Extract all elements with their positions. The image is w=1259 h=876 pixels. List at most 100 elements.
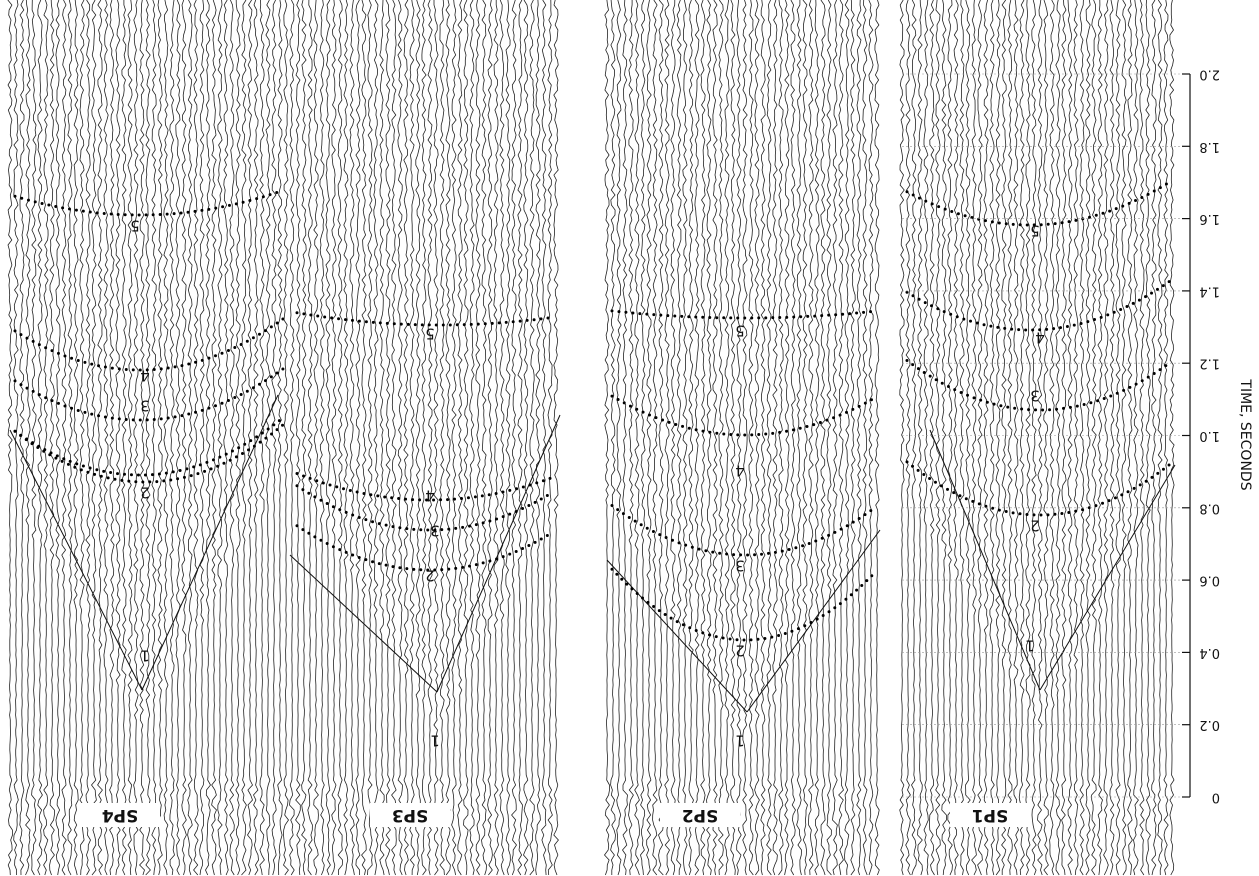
trace [338, 0, 343, 875]
trace [1158, 0, 1163, 875]
trace [954, 0, 959, 875]
trace [86, 0, 91, 875]
trace [170, 0, 175, 875]
panel-label: SP1 [972, 805, 1009, 825]
trace [386, 0, 391, 875]
trace [749, 0, 754, 875]
trace [815, 0, 819, 875]
trace [1050, 0, 1055, 875]
trace [827, 0, 832, 875]
trace [785, 0, 790, 875]
trace [104, 0, 108, 875]
trace [791, 0, 796, 875]
trace [38, 0, 43, 875]
trace [671, 0, 675, 875]
trace [1086, 0, 1091, 875]
trace [224, 0, 228, 875]
trace [1068, 0, 1073, 875]
trace [1164, 0, 1168, 875]
reflection-picks [612, 311, 872, 318]
trace [803, 0, 808, 875]
trace [924, 0, 928, 875]
trace [833, 0, 838, 875]
first-break-line [747, 530, 880, 712]
trace [44, 0, 49, 875]
trace [990, 0, 995, 875]
trace [689, 0, 694, 875]
first-break-line [930, 430, 1040, 690]
y-tick-label: 1.4 [1199, 283, 1220, 298]
phase-label: 3 [140, 397, 150, 415]
trace [845, 0, 850, 875]
phase-label: 2 [1030, 517, 1040, 535]
trace [948, 0, 953, 875]
y-tick-label: 2.0 [1199, 67, 1220, 82]
trace [380, 0, 385, 875]
first-break-line [607, 560, 747, 712]
axis-label: TIME, SECONDS [1237, 378, 1253, 490]
trace [128, 0, 132, 875]
trace [1122, 0, 1127, 875]
trace [857, 0, 862, 875]
trace [936, 0, 941, 875]
trace [1038, 0, 1043, 875]
trace [1104, 0, 1109, 875]
trace [554, 0, 559, 875]
trace [900, 0, 905, 875]
y-tick-label: 0.6 [1199, 573, 1220, 588]
trace [332, 0, 337, 875]
trace [761, 0, 765, 875]
trace [906, 0, 911, 875]
trace [176, 0, 180, 875]
trace [677, 0, 682, 875]
trace [20, 0, 24, 875]
trace [530, 0, 535, 875]
trace [14, 0, 19, 875]
y-tick-label: 0.4 [1199, 645, 1220, 660]
trace [1032, 0, 1036, 875]
trace [641, 0, 646, 875]
trace [422, 0, 427, 875]
trace [50, 0, 55, 875]
trace [116, 0, 120, 875]
trace [1008, 0, 1013, 875]
y-tick-label: 1.0 [1199, 428, 1220, 443]
trace [1056, 0, 1061, 875]
trace [1062, 0, 1067, 875]
trace [200, 0, 205, 875]
first-break-line [437, 415, 560, 692]
trace [1080, 0, 1084, 875]
trace [314, 0, 319, 875]
trace [611, 0, 616, 875]
trace [605, 0, 610, 875]
trace [500, 0, 504, 875]
trace [623, 0, 628, 875]
trace [32, 0, 36, 875]
trace [272, 0, 276, 875]
trace [713, 0, 718, 875]
phase-label: 2 [735, 642, 745, 660]
trace [617, 0, 621, 875]
trace [1020, 0, 1025, 875]
trace [494, 0, 499, 875]
phase-label: 3 [430, 522, 440, 540]
trace [725, 0, 730, 875]
trace [659, 0, 664, 875]
trace [164, 0, 168, 875]
trace [996, 0, 1001, 875]
trace [536, 0, 541, 875]
panel-label: SP3 [392, 805, 429, 825]
trace [1110, 0, 1114, 875]
phase-label: 1 [430, 732, 440, 750]
seismic-record: SP412345SP312345SP212345SP11234500.20.40… [0, 0, 1259, 876]
trace [452, 0, 457, 875]
trace [278, 0, 283, 875]
trace [284, 0, 289, 875]
phase-label: 5 [1030, 222, 1040, 240]
trace [230, 0, 235, 875]
first-break-line [142, 395, 278, 690]
panel-label: SP4 [102, 805, 139, 825]
trace [1152, 0, 1157, 875]
phase-label: 4 [425, 487, 435, 505]
phase-label: 3 [735, 557, 745, 575]
